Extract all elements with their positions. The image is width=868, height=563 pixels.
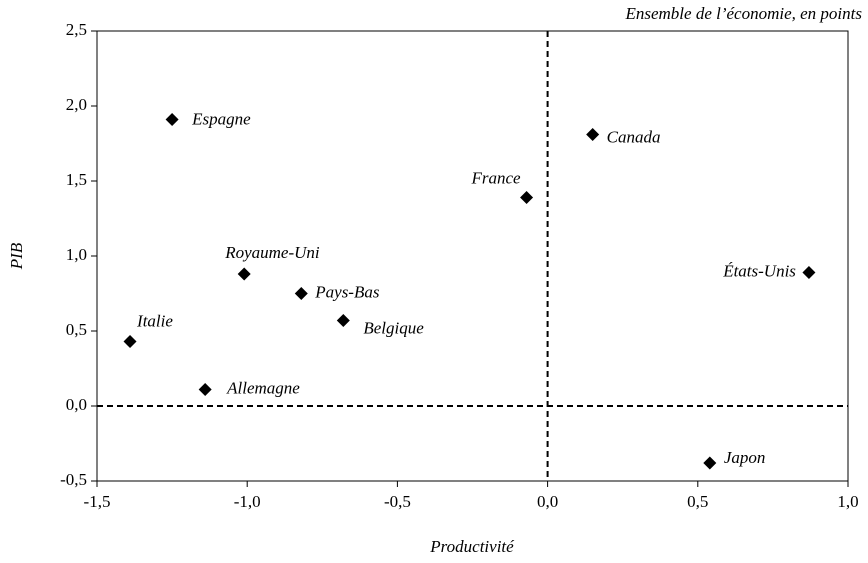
plot-frame [96,30,849,482]
point-label: Espagne [191,109,251,128]
point [123,335,137,348]
point-label: Japon [724,448,766,467]
point-label: États-Unis [722,261,796,280]
point [165,113,179,126]
y-tick-label: 2,5 [66,20,87,39]
point [336,314,350,327]
point [703,456,717,470]
chart-subtitle: Ensemble de l’économie, en points [624,4,862,23]
x-tick-label: 1,0 [837,492,858,511]
point-label: Pays-Bas [314,282,380,301]
y-tick-label: 1,0 [66,245,87,264]
y-tick-label: -0,5 [60,470,87,489]
y-tick-label: 2,0 [66,95,87,114]
point [198,383,212,396]
point-label: France [470,168,521,187]
point [294,287,308,300]
x-tick-label: -0,5 [384,492,411,511]
point [802,266,816,279]
x-tick-label: -1,5 [84,492,111,511]
x-tick-label: 0,5 [687,492,708,511]
y-tick-label: 1,5 [66,170,87,189]
point-label: Royaume-Uni [224,243,320,262]
x-tick-label: -1,0 [234,492,261,511]
point [237,267,251,281]
point-label: Allemagne [226,378,300,397]
point-label: Italie [136,311,173,330]
x-axis-label: Productivité [429,537,515,556]
point-label: Canada [607,127,661,146]
point [520,191,534,204]
y-axis-label: PIB [7,242,26,270]
y-tick-label: 0,0 [66,395,87,414]
point [586,128,600,141]
x-tick-label: 0,0 [537,492,558,511]
point-label: Belgique [363,318,424,337]
y-tick-label: 0,5 [66,320,87,339]
